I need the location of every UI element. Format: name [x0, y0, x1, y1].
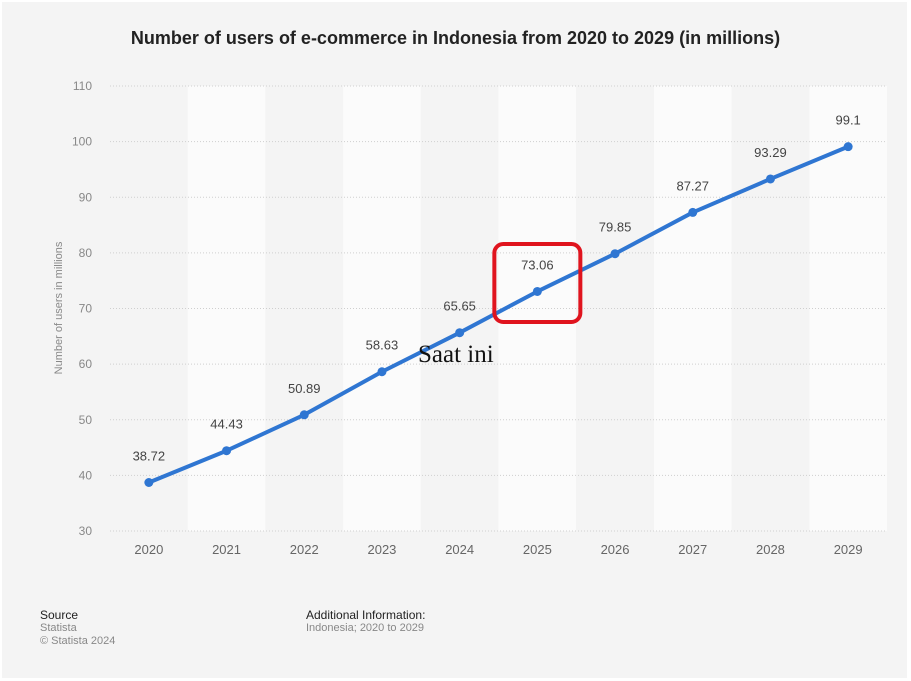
additional-info-block: Additional Information: Indonesia; 2020 …: [306, 609, 425, 635]
data-point[interactable]: [222, 446, 232, 456]
x-tick-label: 2027: [678, 542, 707, 557]
data-label: 79.85: [599, 220, 632, 235]
data-point[interactable]: [765, 174, 775, 184]
data-point[interactable]: [144, 477, 154, 487]
data-point[interactable]: [455, 328, 465, 338]
y-tick-label: 100: [72, 135, 92, 149]
highlight-box: [492, 242, 583, 324]
data-label: 44.43: [210, 417, 243, 432]
annotation-text: Saat ini: [418, 341, 494, 368]
data-labels: 38.72 44.43 50.89 58.63 65.65 73.06 79.85 87.27…: [133, 113, 861, 464]
x-tick-label: 2026: [601, 542, 630, 557]
data-point[interactable]: [532, 286, 542, 296]
x-tick-label: 2022: [290, 542, 319, 557]
column-band: [343, 86, 421, 531]
y-tick-label: 110: [73, 79, 92, 93]
y-tick-label: 60: [79, 357, 93, 371]
info-text: Indonesia; 2020 to 2029: [306, 622, 425, 634]
y-tick-label: 90: [79, 190, 93, 204]
data-label: 65.65: [443, 299, 476, 314]
x-tick-label: 2023: [367, 542, 396, 557]
x-tick-label: 2021: [212, 542, 241, 557]
data-point[interactable]: [299, 410, 309, 420]
x-tick-label: 2028: [756, 542, 785, 557]
gridlines: [110, 85, 887, 532]
data-label: 73.06: [521, 257, 554, 272]
series-line: [146, 144, 851, 485]
source-name[interactable]: Statista: [40, 622, 77, 634]
chart-title: Number of users of e-commerce in Indones…: [130, 28, 781, 48]
y-tick-label: 30: [79, 524, 93, 538]
data-point[interactable]: [610, 249, 620, 259]
data-label: 38.72: [133, 448, 166, 463]
data-point[interactable]: [377, 367, 387, 377]
y-tick-label: 70: [79, 302, 93, 316]
column-band: [265, 86, 344, 531]
x-tick-label: 2024: [445, 542, 474, 557]
data-point[interactable]: [843, 142, 853, 152]
column-band: [187, 86, 266, 531]
data-label: 99.1: [835, 113, 860, 128]
data-label: 87.27: [676, 178, 709, 193]
y-tick-label: 80: [79, 246, 93, 260]
info-heading: Additional Information:: [306, 608, 426, 622]
x-tick-label: 2020: [134, 542, 163, 557]
y-axis-ticks: 30 40 50 60 70 80 90 100 110: [72, 79, 92, 538]
y-axis-label: Number of users in millions: [53, 241, 65, 374]
data-points: [144, 142, 853, 487]
data-label: 58.63: [366, 338, 399, 353]
y-tick-label: 40: [79, 468, 93, 482]
column-band: [498, 86, 577, 531]
source-block: Source Statista © Statista 2024: [40, 609, 115, 648]
x-tick-label: 2029: [834, 542, 863, 557]
data-label: 50.89: [288, 381, 321, 396]
copyright-text: © Statista 2024: [40, 635, 116, 647]
x-axis-ticks: 2020 2021 2022 2023 2024 2025 2026 2027 2028 2029: [134, 542, 862, 557]
series-polyline: [146, 144, 851, 485]
source-heading: Source: [40, 608, 79, 622]
data-point[interactable]: [688, 207, 698, 217]
y-tick-label: 50: [79, 413, 93, 427]
x-tick-label: 2025: [523, 542, 552, 557]
column-band: [576, 86, 654, 531]
data-label: 93.29: [754, 145, 787, 160]
